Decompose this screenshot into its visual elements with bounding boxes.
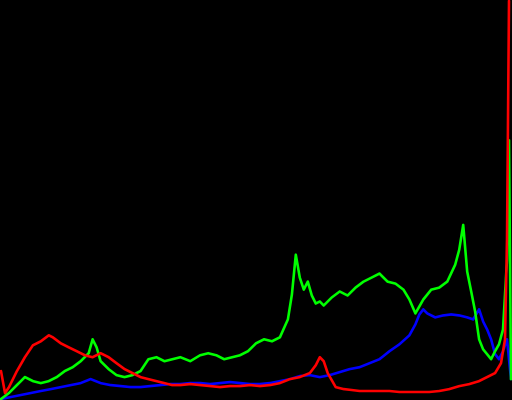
series-line-1 xyxy=(0,139,512,400)
